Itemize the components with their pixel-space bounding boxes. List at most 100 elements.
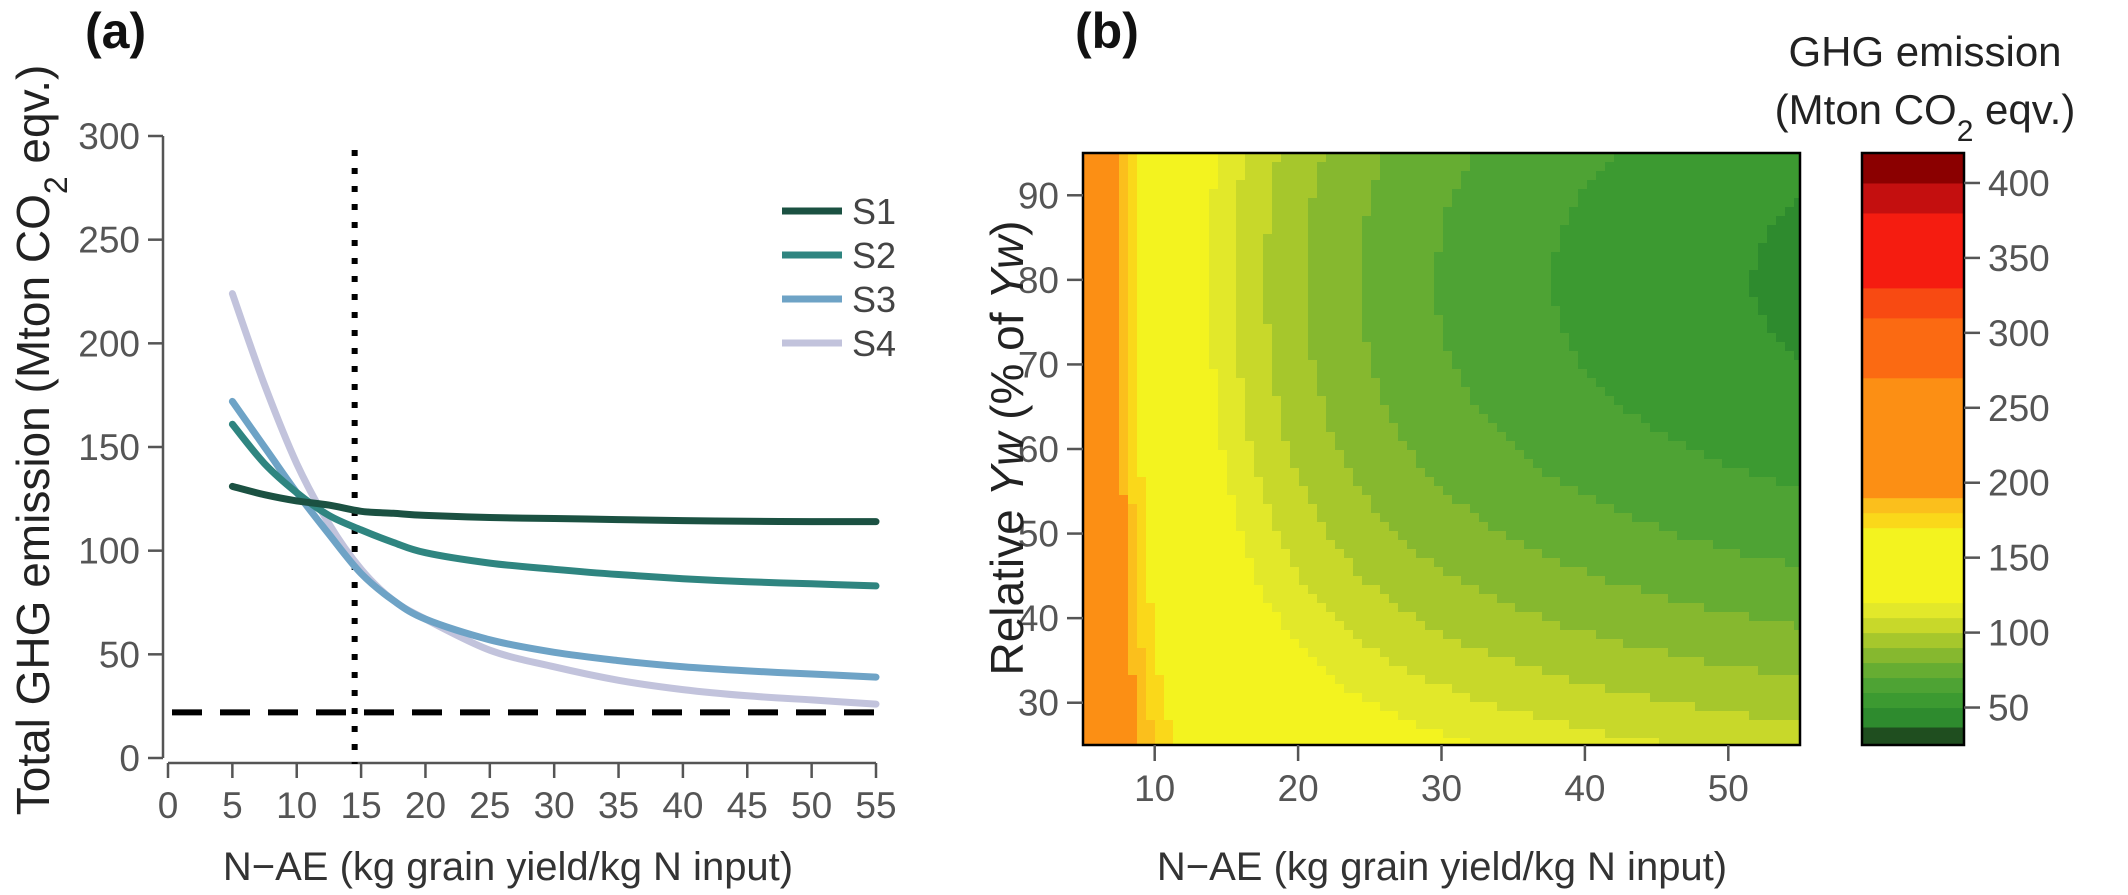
heatmap-cell: [1227, 369, 1237, 379]
heatmap-cell: [1110, 585, 1120, 595]
heatmap-cell: [1101, 630, 1111, 640]
heatmap-cell: [1092, 738, 1102, 745]
heatmap-cell: [1578, 216, 1588, 226]
heatmap-cell: [1632, 639, 1642, 649]
heatmap-cell: [1308, 540, 1318, 550]
heatmap-cell: [1137, 225, 1147, 235]
heatmap-cell: [1389, 198, 1399, 208]
heatmap-cell: [1443, 540, 1453, 550]
heatmap-cell: [1470, 441, 1480, 451]
heatmap-cell: [1569, 216, 1579, 226]
heatmap-cell: [1146, 738, 1156, 745]
heatmap-cell: [1164, 189, 1174, 199]
heatmap-cell: [1263, 630, 1273, 640]
heatmap-cell: [1470, 423, 1480, 433]
heatmap-cell: [1362, 567, 1372, 577]
heatmap-cell: [1272, 630, 1282, 640]
heatmap-cell: [1407, 468, 1417, 478]
heatmap-cell: [1416, 387, 1426, 397]
heatmap-cell: [1407, 441, 1417, 451]
heatmap-cell: [1146, 414, 1156, 424]
heatmap-cell: [1722, 522, 1732, 532]
heatmap-cell: [1740, 162, 1750, 172]
heatmap-cell: [1128, 468, 1138, 478]
heatmap-cell: [1434, 216, 1444, 226]
heatmap-cell: [1569, 666, 1579, 676]
heatmap-cell: [1641, 270, 1651, 280]
heatmap-cell: [1083, 684, 1093, 694]
heatmap-cell: [1335, 396, 1345, 406]
heatmap-cell: [1488, 720, 1498, 730]
heatmap-cell: [1560, 279, 1570, 289]
heatmap-cell: [1317, 342, 1327, 352]
heatmap-cell: [1695, 378, 1705, 388]
heatmap-cell: [1605, 432, 1615, 442]
heatmap-cell: [1164, 477, 1174, 487]
heatmap-cell: [1362, 675, 1372, 685]
heatmap-cell: [1551, 702, 1561, 712]
heatmap-cell: [1515, 477, 1525, 487]
heatmap-cell: [1749, 369, 1759, 379]
heatmap-cell: [1596, 162, 1606, 172]
heatmap-cell: [1407, 693, 1417, 703]
heatmap-cell: [1227, 306, 1237, 316]
heatmap-cell: [1146, 279, 1156, 289]
heatmap-cell: [1524, 720, 1534, 730]
heatmap-cell: [1137, 603, 1147, 613]
heatmap-cell: [1218, 414, 1228, 424]
heatmap-cell: [1299, 396, 1309, 406]
heatmap-cell: [1344, 180, 1354, 190]
heatmap-cell: [1092, 504, 1102, 514]
heatmap-cell: [1146, 198, 1156, 208]
heatmap-cell: [1623, 450, 1633, 460]
heatmap-cell: [1506, 324, 1516, 334]
heatmap-cell: [1083, 441, 1093, 451]
heatmap-cell: [1740, 315, 1750, 325]
heatmap-cell: [1407, 369, 1417, 379]
heatmap-cell: [1110, 693, 1120, 703]
heatmap-cell: [1308, 243, 1318, 253]
heatmap-cell: [1569, 252, 1579, 262]
heatmap-cell: [1200, 576, 1210, 586]
heatmap-cell: [1425, 369, 1435, 379]
heatmap-cell: [1101, 540, 1111, 550]
heatmap-cell: [1659, 684, 1669, 694]
heatmap-cell: [1218, 333, 1228, 343]
heatmap-cell: [1632, 513, 1642, 523]
heatmap-cell: [1218, 594, 1228, 604]
heatmap-cell: [1722, 657, 1732, 667]
heatmap-cell: [1164, 657, 1174, 667]
heatmap-cell: [1326, 657, 1336, 667]
heatmap-cell: [1416, 549, 1426, 559]
heatmap-cell: [1416, 216, 1426, 226]
heatmap-cell: [1200, 189, 1210, 199]
heatmap-cell: [1623, 504, 1633, 514]
heatmap-cell: [1704, 225, 1714, 235]
heatmap-cell: [1542, 225, 1552, 235]
heatmap-cell: [1623, 693, 1633, 703]
heatmap-cell: [1506, 153, 1516, 163]
heatmap-cell: [1632, 675, 1642, 685]
heatmap-cell: [1128, 180, 1138, 190]
heatmap-cell: [1668, 207, 1678, 217]
heatmap-cell: [1740, 351, 1750, 361]
heatmap-cell: [1605, 369, 1615, 379]
heatmap-cell: [1587, 180, 1597, 190]
heatmap-cell: [1407, 432, 1417, 442]
heatmap-cell: [1731, 576, 1741, 586]
heatmap-cell: [1452, 387, 1462, 397]
heatmap-cell: [1407, 657, 1417, 667]
heatmap-cell: [1164, 207, 1174, 217]
heatmap-cell: [1515, 630, 1525, 640]
heatmap-cell: [1470, 207, 1480, 217]
heatmap-cell: [1308, 252, 1318, 262]
heatmap-cell: [1245, 459, 1255, 469]
heatmap-cell: [1488, 567, 1498, 577]
heatmap-cell: [1587, 423, 1597, 433]
heatmap-cell: [1380, 486, 1390, 496]
heatmap-cell: [1569, 576, 1579, 586]
heatmap-cell: [1182, 405, 1192, 415]
heatmap-cell: [1182, 234, 1192, 244]
heatmap-cell: [1659, 495, 1669, 505]
heatmap-cell: [1353, 648, 1363, 658]
